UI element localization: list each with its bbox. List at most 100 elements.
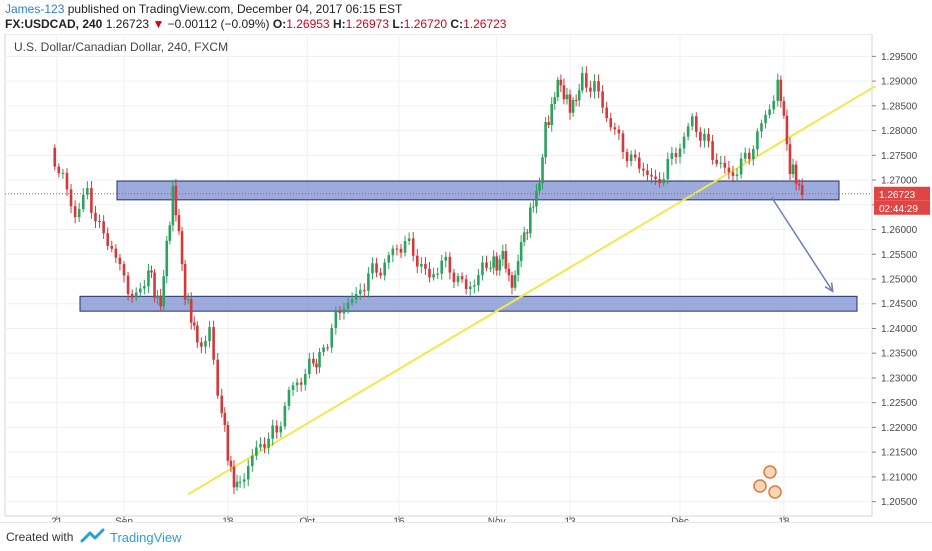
event-flag-icon[interactable] — [763, 465, 777, 479]
candle-up — [468, 286, 472, 290]
candle-down — [797, 183, 801, 186]
author-link[interactable]: James-123 — [5, 2, 65, 16]
y-tick-label: 1.25500 — [881, 250, 918, 261]
candle-down — [642, 168, 645, 171]
candle-down — [637, 157, 641, 169]
candle-down — [200, 342, 203, 347]
candle-up — [77, 209, 81, 218]
candle-down — [183, 264, 187, 300]
candle-down — [452, 272, 456, 283]
symbol-name[interactable]: FX:USDCAD, 240 — [5, 17, 103, 31]
candle-down — [613, 127, 617, 130]
candle-up — [383, 262, 386, 276]
candle-down — [525, 232, 529, 234]
candle-down — [633, 154, 637, 158]
candle-up — [752, 149, 755, 160]
candle-up — [246, 466, 250, 480]
x-tick-label: 16 — [393, 516, 405, 522]
candle-down — [399, 248, 403, 253]
y-tick-label: 1.24500 — [881, 299, 918, 310]
created-with-text: Created with — [6, 530, 74, 544]
low-label: L: — [392, 17, 404, 31]
candle-up — [420, 263, 423, 267]
candle-up — [629, 154, 633, 162]
y-tick-label: 1.27500 — [881, 151, 918, 162]
candle-down — [153, 272, 156, 298]
candle-down — [646, 170, 649, 175]
candle-down — [788, 144, 792, 175]
candle-down — [448, 256, 452, 273]
upper-support-zone — [116, 180, 840, 201]
candle-up — [342, 308, 346, 314]
candle-down — [658, 179, 661, 184]
candle-down — [574, 100, 578, 102]
trendline — [187, 85, 877, 496]
candle-up — [489, 267, 492, 269]
candle-up — [318, 351, 321, 368]
candle-down — [779, 79, 783, 102]
candle-up — [295, 382, 299, 386]
candle-down — [609, 118, 613, 128]
event-flag-icon[interactable] — [768, 485, 782, 499]
candle-down — [495, 256, 499, 271]
candle-down — [504, 251, 508, 269]
candle-up — [287, 389, 291, 406]
candle-up — [346, 302, 350, 309]
footer: Created with TradingView — [0, 522, 932, 551]
candle-down — [363, 290, 366, 292]
y-tick-label: 1.28500 — [881, 101, 918, 112]
candle-up — [235, 481, 239, 488]
candle-up — [553, 97, 557, 104]
y-tick-label: 1.23500 — [881, 349, 918, 360]
candle-down — [189, 299, 193, 323]
candle-up — [303, 374, 307, 385]
candle-up — [267, 438, 270, 448]
tradingview-brand[interactable]: TradingView — [110, 530, 182, 545]
candle-up — [444, 256, 448, 261]
candle-up — [764, 114, 767, 124]
y-tick-label: 1.21500 — [881, 448, 918, 459]
event-flag-icon[interactable] — [753, 479, 767, 493]
x-tick-label: 21 — [51, 516, 63, 522]
y-tick-label: 1.24000 — [881, 324, 918, 335]
candle-down — [174, 185, 178, 216]
tradingview-logo-icon — [80, 528, 105, 543]
candle-down — [130, 293, 134, 298]
x-tick-label: Dec — [671, 516, 689, 522]
candle-up — [538, 183, 541, 191]
candle-up — [407, 238, 411, 242]
candle-up — [593, 81, 596, 92]
candle-up — [147, 270, 150, 287]
candle-down — [232, 466, 236, 488]
symbol-line: FX:USDCAD, 240 1.26723 ▼ −0.00112 (−0.09… — [5, 17, 506, 31]
y-tick-label: 1.27000 — [881, 176, 918, 187]
candle-up — [776, 79, 780, 101]
candle-up — [391, 248, 395, 256]
candle-down — [395, 248, 399, 250]
candle-up — [403, 241, 407, 253]
candle-down — [731, 172, 735, 176]
candle-up — [513, 274, 517, 288]
candle-down — [220, 395, 224, 414]
candle-down — [794, 164, 798, 184]
candle-up — [432, 274, 435, 278]
candle-up — [529, 207, 532, 234]
candle-down — [782, 101, 786, 116]
candle-down — [650, 174, 653, 177]
candle-up — [162, 276, 166, 307]
candle-up — [473, 285, 476, 287]
publish-line: James-123 published on TradingView.com, … — [5, 2, 402, 16]
candle-up — [498, 259, 502, 271]
candle-down — [621, 133, 625, 152]
candle-down — [57, 166, 61, 174]
candle-up — [259, 444, 262, 448]
candle-up — [367, 273, 370, 291]
price-chart[interactable]: 1.29500 1.29000 1.28500 1.28000 1.27500 1.270… — [0, 34, 932, 522]
candle-up — [662, 179, 666, 184]
candle-up — [171, 185, 175, 226]
candle-down — [510, 275, 514, 288]
y-tick-label: 1.21000 — [881, 472, 918, 483]
candle-up — [271, 425, 274, 439]
candle-up — [760, 123, 763, 132]
candle-up — [440, 260, 444, 274]
